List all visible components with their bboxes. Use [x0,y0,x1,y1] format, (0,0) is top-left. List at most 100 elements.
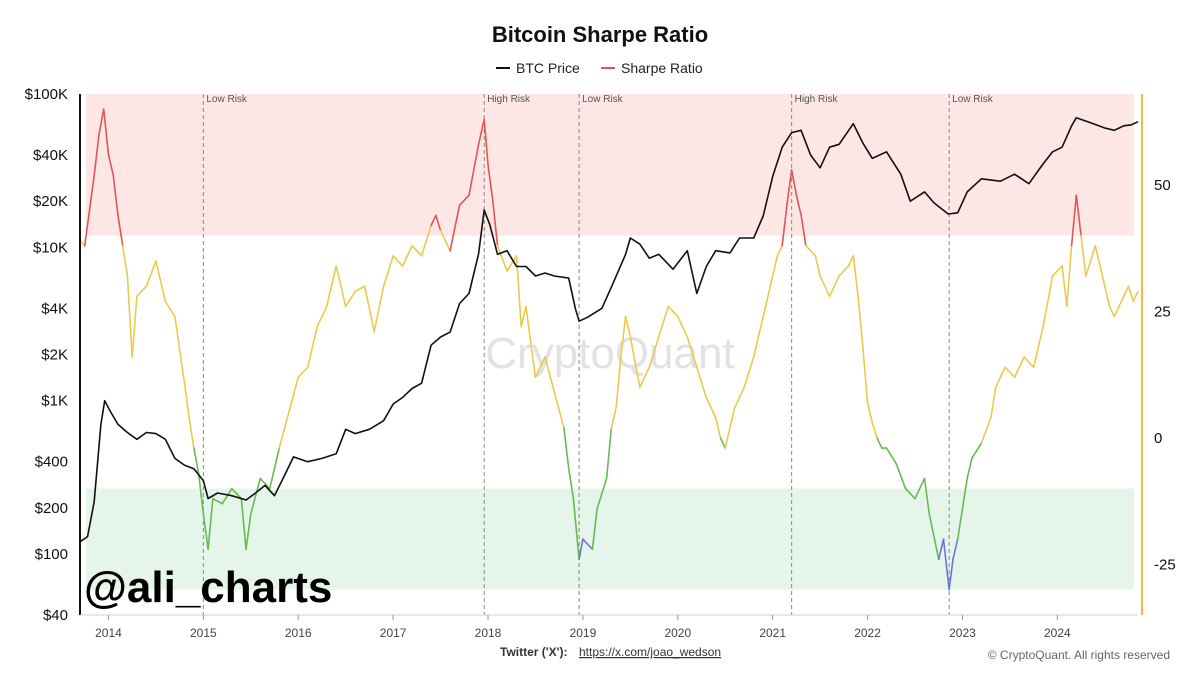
left-tick-label-7: $400 [35,454,68,471]
x-tick-label-7: 2021 [759,626,786,640]
sharpe-segment [956,507,964,540]
sharpe-segment [781,204,788,247]
right-tick-label-2: 0 [1154,430,1162,447]
sharpe-segment [483,118,489,166]
sharpe-segment [1085,244,1097,277]
x-tick-label-5: 2019 [570,626,597,640]
sharpe-segment [1061,265,1068,308]
sharpe-segment [477,118,486,146]
sharpe-segment [771,255,779,277]
sharpe-segment [401,244,413,267]
left-tick-label-0: $100K [25,86,68,103]
sharpe-segment [458,194,470,207]
sharpe-segment [102,108,110,156]
sharpe-segment [1004,366,1016,379]
x-tick-label-6: 2020 [664,626,691,640]
sharpe-segment [553,391,565,429]
sharpe-segment [1103,285,1111,308]
right-tick-label-1: 25 [1154,304,1171,321]
sharpe-segment [496,244,508,272]
sharpe-segment [876,437,883,449]
sharpe-segment [164,300,176,318]
sharpe-segment [468,169,475,196]
sharpe-segment [971,442,983,459]
sharpe-segment [994,366,1006,389]
sharpe-segment [207,497,214,551]
left-tick-label-10: $40 [43,607,68,624]
sharpe-segment [629,335,641,389]
x-tick-label-9: 2023 [949,626,976,640]
sharpe-segment [686,335,698,368]
sharpe-segment [1094,244,1106,288]
sharpe-segment [786,169,793,207]
footer-twitter-link[interactable]: https://x.com/joao_wedson [579,645,721,659]
sharpe-segment [695,366,708,399]
sharpe-segment [268,447,281,490]
sharpe-segment [800,214,807,247]
legend-label-1: Sharpe Ratio [621,60,703,76]
sharpe-segment [676,315,689,338]
annotation-label-0: Low Risk [206,94,248,105]
annotation-label-4: Low Risk [952,94,994,105]
sharpe-segment [306,325,319,368]
sharpe-segment [534,356,546,379]
sharpe-segment [952,538,959,561]
sharpe-segment [885,447,897,465]
sharpe-segment [131,295,138,358]
sharpe-segment [1113,295,1125,318]
sharpe-segment [563,427,570,470]
footer-twitter-label: Twitter ('X'): [500,645,567,659]
sharpe-segment [828,275,840,298]
sharpe-segment [620,315,627,358]
sharpe-segment [382,255,394,288]
sharpe-segment [1127,285,1135,303]
sharpe-segment [487,164,494,202]
sharpe-segment [795,194,802,217]
sharpe-segment [363,285,375,333]
sharpe-segment [615,356,622,409]
sharpe-segment [126,275,133,358]
left-tick-label-3: $10K [33,239,68,256]
sharpe-segment [202,513,209,551]
sharpe-segment [752,315,764,358]
sharpe-segment [639,366,651,389]
annotation-label-3: High Risk [795,94,839,105]
sharpe-segment [249,477,262,515]
sharpe-segment [121,244,129,277]
chart-title: Bitcoin Sharpe Ratio [492,22,708,47]
sharpe-segment [667,305,679,318]
chart-legend: BTC Price Sharpe Ratio [496,60,703,76]
sharpe-segment [567,467,575,500]
sharpe-segment [1108,305,1116,318]
sharpe-segment [591,507,598,551]
sharpe-segment [472,143,480,171]
sharpe-segment [624,315,632,338]
sharpe-segment [449,204,461,252]
sharpe-segment [136,285,148,298]
sharpe-segment [520,305,527,328]
x-tick-label-3: 2017 [380,626,407,640]
x-tick-label-0: 2014 [95,626,122,640]
sharpe-segment [705,396,717,419]
sharpe-segment [344,290,356,308]
sharpe-segment [719,437,727,449]
sharpe-segment [112,174,119,217]
right-tick-label-3: -25 [1154,556,1176,573]
sharpe-segment [714,416,722,439]
sharpe-segment [790,169,798,196]
sharpe-segment [188,416,195,449]
sharpe-segment [990,386,997,419]
sharpe-segment [297,366,309,379]
sharpe-segment [852,255,859,298]
sharpe-segment [838,265,850,277]
sharpe-segment [928,513,940,561]
sharpe-segment [1042,275,1054,328]
annotation-label-2: Low Risk [582,94,624,105]
sharpe-segment [193,447,200,475]
sharpe-segment [145,260,157,288]
sharpe-segment [937,538,945,561]
sharpe-segment [961,477,969,510]
sharpe-segment [439,229,451,252]
sharpe-segment [544,356,556,394]
left-tick-label-8: $200 [35,500,68,517]
